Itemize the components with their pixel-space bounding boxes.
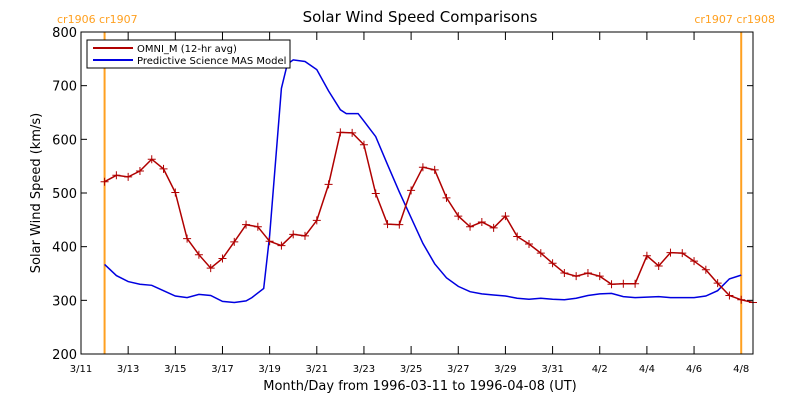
data-point — [725, 291, 734, 300]
x-tick-label: 3/19 — [258, 364, 280, 375]
data-point — [701, 265, 710, 274]
data-point — [583, 268, 592, 277]
data-point — [324, 180, 333, 189]
data-point — [135, 166, 144, 175]
x-tick-label: 3/17 — [211, 364, 233, 375]
data-point — [348, 128, 357, 137]
data-point — [631, 279, 640, 288]
y-tick-label: 400 — [52, 241, 77, 256]
data-point — [277, 241, 286, 250]
data-point — [477, 217, 486, 226]
data-point — [454, 212, 463, 221]
y-tick-label: 300 — [52, 294, 77, 309]
data-point — [654, 261, 663, 270]
chart-title: Solar Wind Speed Comparisons — [303, 8, 538, 26]
data-point — [466, 222, 475, 231]
series-line — [104, 59, 742, 304]
data-point — [489, 223, 498, 232]
data-point — [430, 165, 439, 174]
data-point — [548, 259, 557, 268]
x-tick-label: 3/23 — [353, 364, 375, 375]
x-tick-label: 3/25 — [400, 364, 422, 375]
data-point — [359, 140, 368, 149]
data-point — [230, 237, 239, 246]
data-point — [171, 188, 180, 197]
data-point — [407, 186, 416, 195]
series-line — [104, 131, 754, 304]
data-point — [607, 280, 616, 289]
data-point — [713, 279, 722, 288]
x-tick-label: 4/4 — [639, 364, 655, 375]
data-point — [147, 155, 156, 164]
x-tick-label: 3/15 — [164, 364, 186, 375]
data-point — [619, 279, 628, 288]
rotation-boundary-label: cr1907 cr1908 — [694, 13, 775, 26]
data-point — [253, 222, 262, 231]
x-tick-label: 3/11 — [70, 364, 92, 375]
data-point — [642, 251, 651, 260]
x-tick-label: 4/2 — [592, 364, 608, 375]
data-point — [678, 249, 687, 258]
data-point — [418, 163, 427, 172]
x-tick-label: 3/27 — [447, 364, 469, 375]
data-point — [737, 295, 746, 304]
data-point — [336, 128, 345, 137]
legend-box — [86, 39, 291, 69]
data-point — [242, 220, 251, 229]
data-point — [124, 172, 133, 181]
x-tick-label: 3/13 — [117, 364, 139, 375]
data-point — [206, 264, 215, 273]
data-point — [312, 216, 321, 225]
y-tick-label: 500 — [52, 187, 77, 202]
x-tick-label: 4/8 — [733, 364, 749, 375]
data-point — [525, 239, 533, 248]
y-tick-label: 200 — [52, 348, 77, 363]
x-tick-label: 3/29 — [494, 364, 516, 375]
data-point — [560, 268, 569, 277]
y-tick-label: 600 — [52, 133, 77, 148]
data-point — [265, 237, 274, 246]
data-point — [112, 171, 121, 180]
x-tick-label: 3/31 — [541, 364, 563, 375]
y-tick-label: 700 — [52, 80, 77, 95]
data-point — [289, 230, 298, 239]
x-axis-label: Month/Day from 1996-03-11 to 1996-04-08 … — [263, 379, 576, 394]
data-point — [383, 220, 392, 229]
rotation-boundary-label: cr1906 cr1907 — [57, 13, 138, 26]
data-point — [572, 272, 581, 281]
plot-frame — [80, 31, 754, 355]
y-tick-label: 800 — [52, 26, 77, 41]
legend-label: OMNI_M (12-hr avg) — [137, 44, 237, 55]
data-point — [395, 220, 404, 229]
data-point — [595, 272, 604, 281]
data-point — [536, 249, 545, 258]
data-point — [194, 250, 203, 259]
y-axis-label: Solar Wind Speed (km/s) — [29, 113, 44, 273]
legend-label: Predictive Science MAS Model — [137, 56, 286, 67]
data-point — [218, 254, 227, 263]
data-point — [159, 164, 168, 173]
data-point — [666, 248, 675, 257]
data-point — [690, 257, 699, 266]
x-tick-label: 3/21 — [306, 364, 328, 375]
data-point — [501, 212, 510, 221]
x-tick-label: 4/6 — [686, 364, 702, 375]
data-point — [442, 193, 451, 202]
data-point — [513, 232, 522, 241]
data-point — [183, 234, 192, 243]
data-point — [100, 177, 109, 186]
data-point — [371, 189, 380, 198]
data-point — [301, 231, 309, 240]
